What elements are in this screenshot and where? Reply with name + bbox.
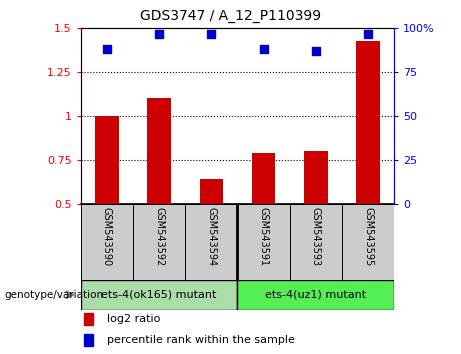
Bar: [185, 204, 237, 280]
Point: [312, 48, 319, 54]
Text: GSM543594: GSM543594: [206, 207, 216, 267]
Bar: [237, 204, 290, 280]
Bar: [81, 280, 237, 310]
Text: ets-4(uz1) mutant: ets-4(uz1) mutant: [265, 290, 366, 300]
Bar: [237, 280, 394, 310]
Point: [103, 46, 111, 52]
Bar: [342, 204, 394, 280]
Point: [364, 31, 372, 36]
Text: log2 ratio: log2 ratio: [107, 314, 161, 324]
Bar: [84, 313, 93, 325]
Bar: [252, 153, 275, 204]
Bar: [95, 116, 118, 204]
Text: GSM543593: GSM543593: [311, 207, 321, 267]
Bar: [304, 151, 327, 204]
Bar: [290, 204, 342, 280]
Bar: [84, 334, 93, 346]
Text: genotype/variation: genotype/variation: [5, 290, 104, 300]
Text: GSM543591: GSM543591: [259, 207, 269, 267]
Bar: [133, 204, 185, 280]
Bar: [356, 41, 380, 204]
Point: [207, 31, 215, 36]
Text: percentile rank within the sample: percentile rank within the sample: [107, 335, 295, 345]
Text: GSM543595: GSM543595: [363, 207, 373, 267]
Point: [260, 46, 267, 52]
Bar: [148, 98, 171, 204]
Text: GSM543590: GSM543590: [102, 207, 112, 267]
Bar: [200, 179, 223, 204]
Bar: [81, 204, 133, 280]
Text: GDS3747 / A_12_P110399: GDS3747 / A_12_P110399: [140, 9, 321, 23]
Point: [155, 31, 163, 36]
Text: ets-4(ok165) mutant: ets-4(ok165) mutant: [101, 290, 217, 300]
Text: GSM543592: GSM543592: [154, 207, 164, 267]
